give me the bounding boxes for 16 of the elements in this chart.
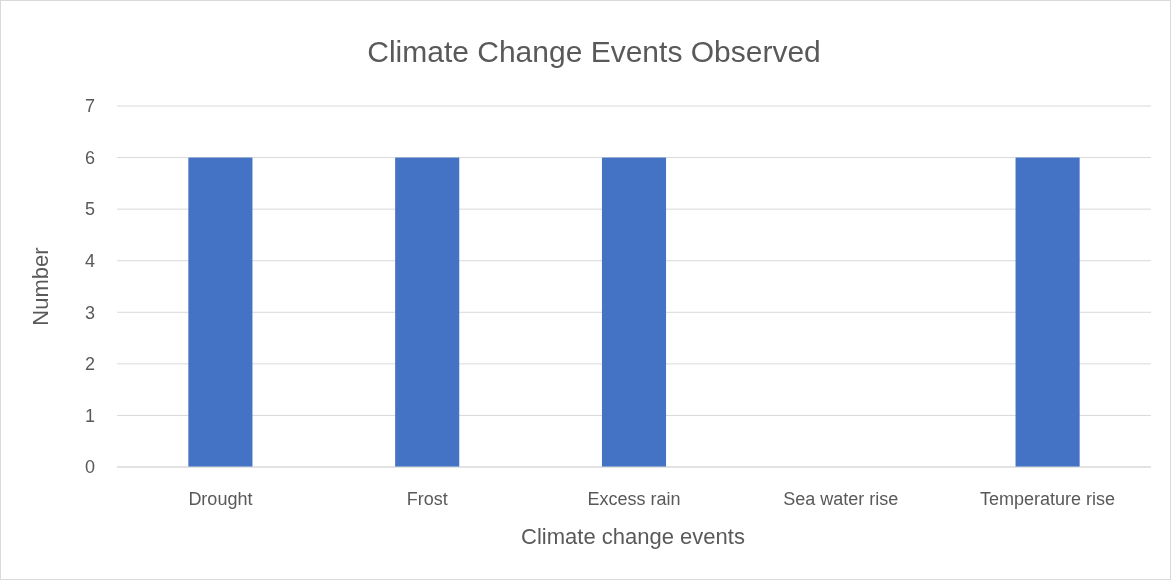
y-tick-label: 0 xyxy=(84,457,95,478)
y-axis-title: Number xyxy=(27,247,53,326)
x-axis-title: Climate change events xyxy=(521,524,745,549)
y-tick-label: 7 xyxy=(84,96,95,117)
x-tick-label: Frost xyxy=(406,489,448,509)
x-tick-label: Temperature rise xyxy=(980,489,1116,509)
y-tick-label: 1 xyxy=(84,405,95,426)
y-tick-label: 6 xyxy=(84,147,95,168)
y-tick-label: 4 xyxy=(84,251,95,272)
x-tick-label: Sea water rise xyxy=(783,489,899,509)
x-tick-label: Drought xyxy=(188,489,253,509)
y-tick-label: 3 xyxy=(84,302,95,323)
x-tick-label: Excess rain xyxy=(587,489,681,509)
chart-title: Climate Change Events Observed xyxy=(367,35,821,68)
y-tick-label: 2 xyxy=(84,354,95,375)
y-tick-label: 5 xyxy=(84,199,95,220)
